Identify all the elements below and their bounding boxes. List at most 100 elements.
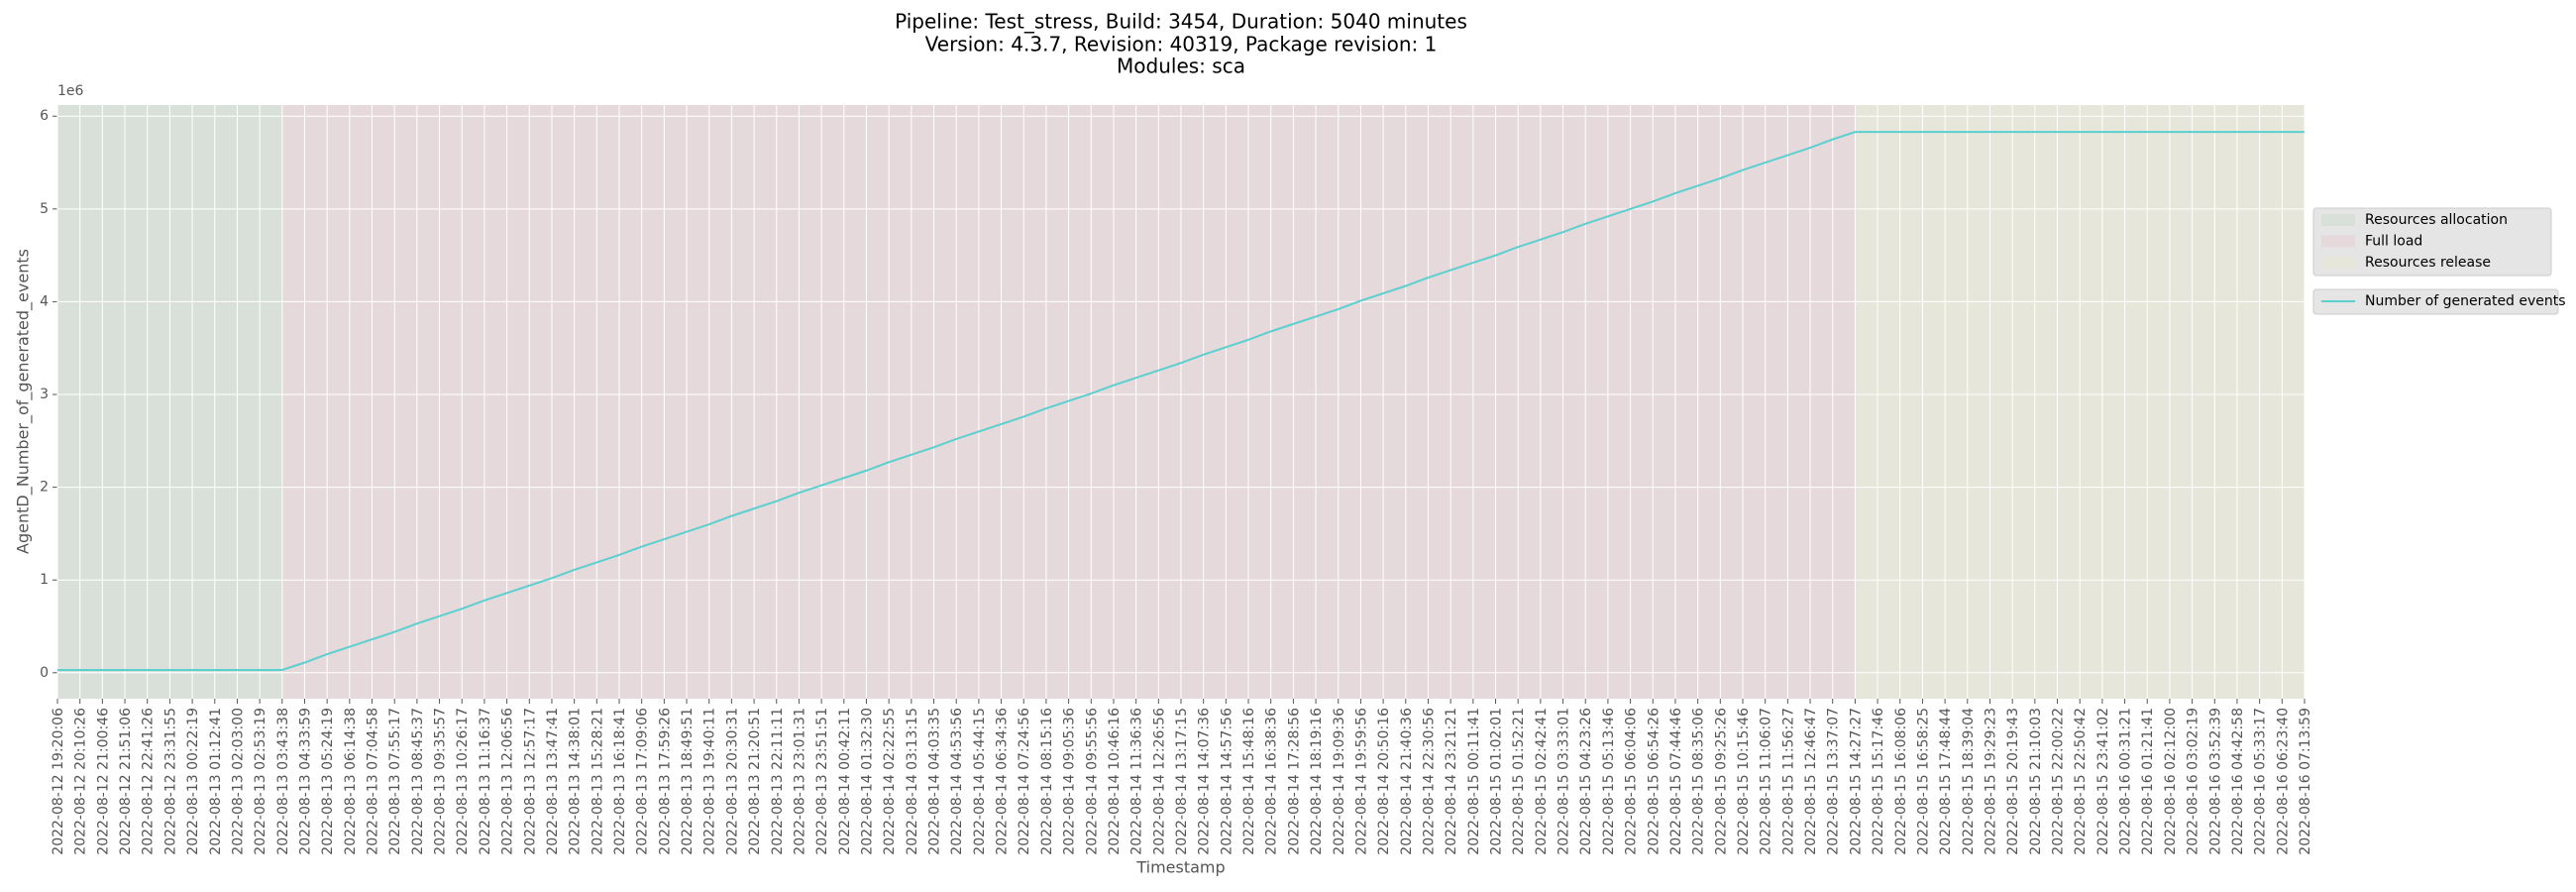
x-tick-label: 2022-08-15 05:13:46 — [1601, 708, 1617, 855]
x-tick-label: 2022-08-13 02:03:00 — [230, 708, 246, 855]
x-tick-label: 2022-08-15 15:17:46 — [1871, 708, 1886, 855]
x-tick-label: 2022-08-14 19:09:36 — [1332, 708, 1347, 855]
x-tick-label: 2022-08-13 11:16:37 — [478, 708, 493, 855]
x-tick-label: 2022-08-15 12:46:47 — [1803, 708, 1819, 855]
x-tick-label: 2022-08-16 04:42:58 — [2230, 708, 2246, 855]
x-tick-label: 2022-08-15 21:10:03 — [2028, 708, 2044, 855]
x-tick-label: 2022-08-13 21:20:51 — [747, 708, 763, 855]
x-tick-label: 2022-08-15 19:29:23 — [1983, 708, 1998, 855]
x-tick-label: 2022-08-15 10:15:46 — [1736, 708, 1752, 855]
x-tick-label: 2022-08-15 08:35:06 — [1691, 708, 1707, 855]
x-tick-label: 2022-08-15 17:48:44 — [1938, 708, 1954, 855]
x-tick-label: 2022-08-15 23:41:02 — [2095, 708, 2111, 855]
x-tick-label: 2022-08-14 02:22:55 — [882, 708, 898, 855]
x-tick-label: 2022-08-12 23:31:55 — [162, 708, 178, 855]
x-tick-label: 2022-08-13 06:14:38 — [343, 708, 359, 855]
x-tick-label: 2022-08-14 14:07:36 — [1197, 708, 1213, 855]
x-tick-label: 2022-08-15 16:58:25 — [1915, 708, 1931, 855]
x-tick-label: 2022-08-15 03:33:01 — [1556, 708, 1572, 855]
x-tick-label: 2022-08-14 03:13:15 — [905, 708, 920, 855]
x-tick-label: 2022-08-14 00:42:11 — [837, 708, 853, 855]
x-tick-label: 2022-08-13 17:59:26 — [657, 708, 673, 855]
x-tick-label: 2022-08-15 09:25:26 — [1713, 708, 1729, 855]
chart-title: Pipeline: Test_stress, Build: 3454, Dura… — [895, 10, 1467, 34]
x-tick-label: 2022-08-13 02:53:19 — [253, 708, 268, 855]
x-tick-label: 2022-08-14 10:46:16 — [1107, 708, 1123, 855]
x-tick-label: 2022-08-14 05:44:15 — [972, 708, 988, 855]
x-tick-label: 2022-08-15 11:06:07 — [1759, 708, 1774, 855]
x-tick-label: 2022-08-16 07:13:59 — [2298, 708, 2313, 855]
y-axis-label: AgentD_Number_of_generated_events — [14, 249, 34, 554]
x-tick-label: 2022-08-14 11:36:36 — [1129, 708, 1145, 855]
x-tick-label: 2022-08-15 22:50:42 — [2073, 708, 2089, 855]
x-tick-label: 2022-08-13 23:51:51 — [814, 708, 830, 855]
x-tick-label: 2022-08-13 12:06:56 — [500, 708, 516, 855]
y-tick-label: 2 — [40, 480, 49, 496]
x-tick-label: 2022-08-13 22:11:11 — [770, 708, 786, 855]
x-tick-label: 2022-08-15 06:54:26 — [1646, 708, 1662, 855]
x-tick-label: 2022-08-15 18:39:04 — [1961, 708, 1977, 855]
legend-label: Resources release — [2365, 255, 2491, 271]
legend-label: Resources allocation — [2365, 212, 2508, 228]
x-tick-label: 2022-08-12 22:41:26 — [141, 708, 157, 855]
x-tick-label: 2022-08-13 19:40:11 — [702, 708, 718, 855]
x-tick-label: 2022-08-12 19:20:06 — [51, 708, 66, 855]
x-tick-label: 2022-08-13 04:33:59 — [297, 708, 313, 855]
x-tick-label: 2022-08-15 02:42:41 — [1534, 708, 1550, 855]
x-tick-label: 2022-08-14 13:17:15 — [1174, 708, 1190, 855]
x-tick-label: 2022-08-13 00:22:19 — [185, 708, 201, 855]
x-tick-label: 2022-08-14 09:55:56 — [1084, 708, 1100, 855]
chart-title: Modules: sca — [1117, 55, 1245, 78]
x-tick-label: 2022-08-13 05:24:19 — [320, 708, 336, 855]
x-tick-label: 2022-08-14 20:50:16 — [1376, 708, 1392, 855]
y-tick-label: 4 — [40, 293, 49, 309]
legend-box — [2312, 288, 2559, 315]
x-tick-label: 2022-08-14 04:03:35 — [927, 708, 943, 855]
x-tick-label: 2022-08-16 02:12:00 — [2163, 708, 2179, 855]
x-tick-label: 2022-08-16 01:21:41 — [2140, 708, 2156, 855]
x-tick-label: 2022-08-13 14:38:01 — [568, 708, 584, 855]
x-tick-label: 2022-08-13 12:57:17 — [522, 708, 538, 855]
x-tick-label: 2022-08-15 16:08:06 — [1893, 708, 1909, 855]
x-tick-label: 2022-08-14 18:19:16 — [1309, 708, 1325, 855]
x-tick-label: 2022-08-16 03:52:39 — [2207, 708, 2223, 855]
x-tick-label: 2022-08-16 06:23:40 — [2275, 708, 2291, 855]
x-tick-label: 2022-08-16 05:33:17 — [2253, 708, 2269, 855]
x-tick-label: 2022-08-14 21:40:36 — [1399, 708, 1415, 855]
x-tick-label: 2022-08-14 01:32:30 — [859, 708, 875, 855]
x-tick-label: 2022-08-16 03:02:19 — [2186, 708, 2201, 855]
x-tick-label: 2022-08-14 23:21:21 — [1444, 708, 1459, 855]
x-tick-label: 2022-08-14 17:28:56 — [1286, 708, 1302, 855]
x-tick-label: 2022-08-14 04:53:56 — [949, 708, 965, 855]
x-tick-label: 2022-08-12 21:51:06 — [118, 708, 134, 855]
x-tick-label: 2022-08-15 13:37:07 — [1826, 708, 1842, 855]
x-tick-label: 2022-08-15 11:56:27 — [1780, 708, 1796, 855]
legend-swatch — [2321, 257, 2355, 269]
legend-label: Full load — [2365, 234, 2422, 250]
y-tick-label: 3 — [40, 387, 49, 402]
x-tick-label: 2022-08-14 22:30:56 — [1421, 708, 1437, 855]
x-tick-label: 2022-08-16 00:31:21 — [2118, 708, 2134, 855]
x-tick-label: 2022-08-13 20:30:31 — [724, 708, 740, 855]
x-tick-label: 2022-08-15 06:04:06 — [1624, 708, 1640, 855]
x-tick-label: 2022-08-14 09:05:36 — [1062, 708, 1078, 855]
y-tick-label: 1 — [40, 572, 49, 588]
legend-box — [2312, 207, 2552, 277]
x-tick-label: 2022-08-14 08:15:16 — [1039, 708, 1055, 855]
x-tick-label: 2022-08-14 15:48:16 — [1241, 708, 1257, 855]
x-tick-label: 2022-08-15 04:23:26 — [1578, 708, 1594, 855]
y-tick-label: 5 — [40, 201, 49, 217]
x-tick-label: 2022-08-14 19:59:56 — [1353, 708, 1369, 855]
x-tick-label: 2022-08-13 15:28:21 — [590, 708, 605, 855]
x-tick-label: 2022-08-12 20:10:26 — [73, 708, 89, 855]
x-tick-label: 2022-08-15 01:02:01 — [1489, 708, 1505, 855]
x-tick-label: 2022-08-13 09:35:57 — [433, 708, 449, 855]
x-tick-label: 2022-08-13 17:09:06 — [635, 708, 651, 855]
x-tick-label: 2022-08-13 07:55:17 — [387, 708, 403, 855]
legend-swatch — [2321, 214, 2355, 226]
line — [57, 131, 2305, 671]
y-offset-label: 1e6 — [57, 83, 84, 99]
x-tick-label: 2022-08-13 03:43:38 — [275, 708, 291, 855]
x-tick-label: 2022-08-15 00:11:41 — [1466, 708, 1482, 855]
